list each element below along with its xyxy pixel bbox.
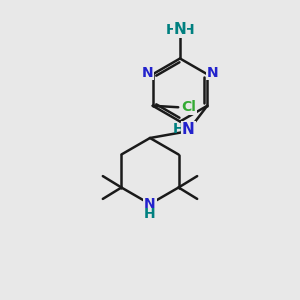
Text: H: H <box>166 23 177 37</box>
Text: H: H <box>144 207 156 220</box>
Text: N: N <box>144 197 156 211</box>
Text: N: N <box>174 22 186 38</box>
Text: N: N <box>142 66 153 80</box>
Text: N: N <box>207 66 218 80</box>
Text: H: H <box>172 122 184 136</box>
Text: H: H <box>183 23 194 37</box>
Text: Cl: Cl <box>181 100 196 114</box>
Text: N: N <box>182 122 195 137</box>
